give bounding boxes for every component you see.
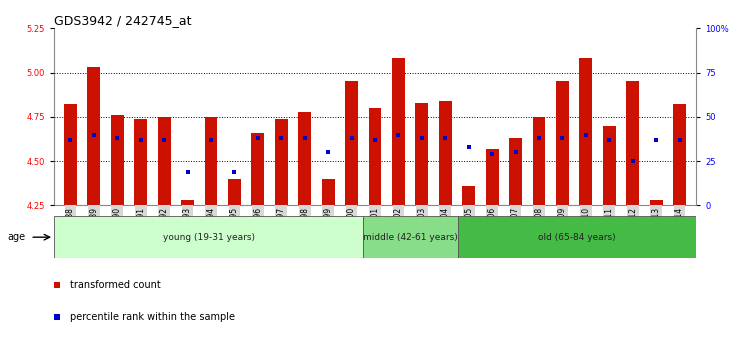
Bar	[603, 126, 616, 205]
Text: percentile rank within the sample: percentile rank within the sample	[70, 312, 235, 322]
Bar	[111, 115, 124, 205]
Text: transformed count: transformed count	[70, 280, 160, 290]
Bar	[416, 103, 428, 205]
Bar	[458, 216, 696, 258]
Bar	[298, 112, 311, 205]
Bar	[274, 119, 288, 205]
Bar	[532, 117, 545, 205]
Bar	[345, 81, 358, 205]
Bar	[580, 58, 592, 205]
Bar	[392, 58, 405, 205]
Text: old (65-84 years): old (65-84 years)	[538, 233, 616, 242]
Bar	[134, 119, 147, 205]
Bar	[363, 216, 458, 258]
Bar	[368, 108, 382, 205]
Bar	[556, 81, 569, 205]
Text: age: age	[8, 232, 26, 242]
Bar	[439, 101, 452, 205]
Bar	[626, 81, 639, 205]
Bar	[322, 179, 334, 205]
Bar	[462, 186, 476, 205]
Bar	[228, 179, 241, 205]
Bar	[509, 138, 522, 205]
Bar	[650, 200, 662, 205]
Bar	[64, 104, 76, 205]
Bar	[88, 67, 100, 205]
Bar	[674, 104, 686, 205]
Bar	[181, 200, 194, 205]
Bar	[205, 117, 218, 205]
Bar	[251, 133, 264, 205]
Bar	[486, 149, 499, 205]
Bar	[158, 117, 170, 205]
Bar	[54, 216, 363, 258]
Text: GDS3942 / 242745_at: GDS3942 / 242745_at	[54, 14, 191, 27]
Text: middle (42-61 years): middle (42-61 years)	[363, 233, 458, 242]
Text: young (19-31 years): young (19-31 years)	[163, 233, 254, 242]
